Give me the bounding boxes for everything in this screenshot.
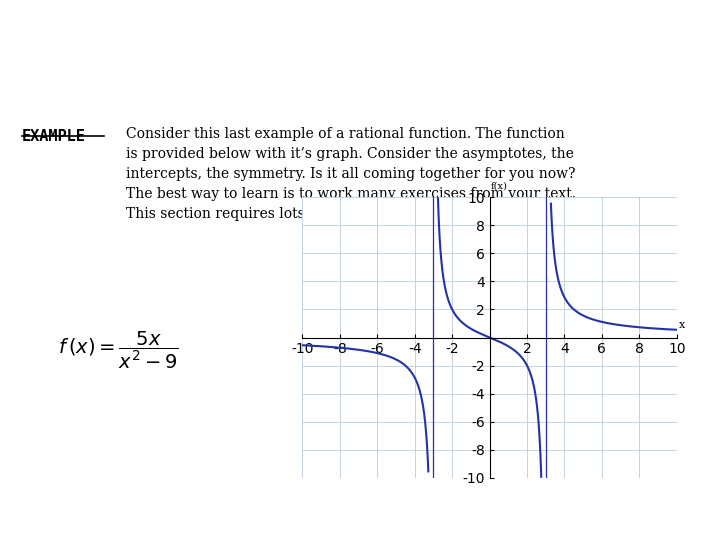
Text: $f\,(x) = \dfrac{5x}{x^2 - 9}$: $f\,(x) = \dfrac{5x}{x^2 - 9}$ (58, 329, 179, 371)
Text: Algebra for College Students, 6e: Algebra for College Students, 6e (52, 513, 282, 526)
Text: Consider this last example of a rational function. The function
is provided belo: Consider this last example of a rational… (126, 127, 576, 221)
Text: EXAMPLE: EXAMPLE (22, 129, 86, 144)
Text: f(x): f(x) (490, 181, 508, 190)
Text: x: x (679, 320, 685, 330)
Text: Blitzer,: Blitzer, (13, 513, 67, 526)
Text: – Slide #26  Section 11.3: – Slide #26 Section 11.3 (317, 513, 499, 526)
Text: Graphing Rational Functions: Graphing Rational Functions (13, 11, 510, 42)
